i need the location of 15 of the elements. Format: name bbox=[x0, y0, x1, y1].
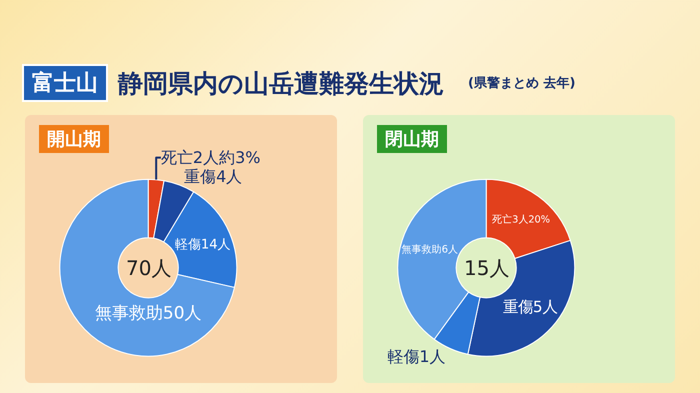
text: 静岡県内の山岳遭難発生状況 bbox=[118, 68, 444, 100]
slice-label: 軽傷1人 bbox=[387, 346, 446, 366]
text: 富士山 bbox=[22, 64, 108, 102]
slice-label: 軽傷14人 bbox=[174, 237, 231, 252]
slice-label: 無事救助50人 bbox=[94, 303, 202, 324]
slice-label: 重傷5人 bbox=[502, 298, 558, 316]
text: 70人 bbox=[126, 256, 172, 280]
chart-title: 閉山期 bbox=[377, 125, 447, 153]
chart-title: 開山期 bbox=[39, 125, 109, 153]
text: (県警まとめ 去年) bbox=[468, 75, 576, 92]
slice-label: 死亡3人20% bbox=[492, 214, 550, 226]
slice-label: 死亡2人約3% bbox=[160, 148, 260, 168]
slice-label: 無事救助6人 bbox=[402, 243, 458, 256]
text: 15人 bbox=[464, 256, 510, 280]
slice-label: 重傷4人 bbox=[184, 167, 242, 186]
